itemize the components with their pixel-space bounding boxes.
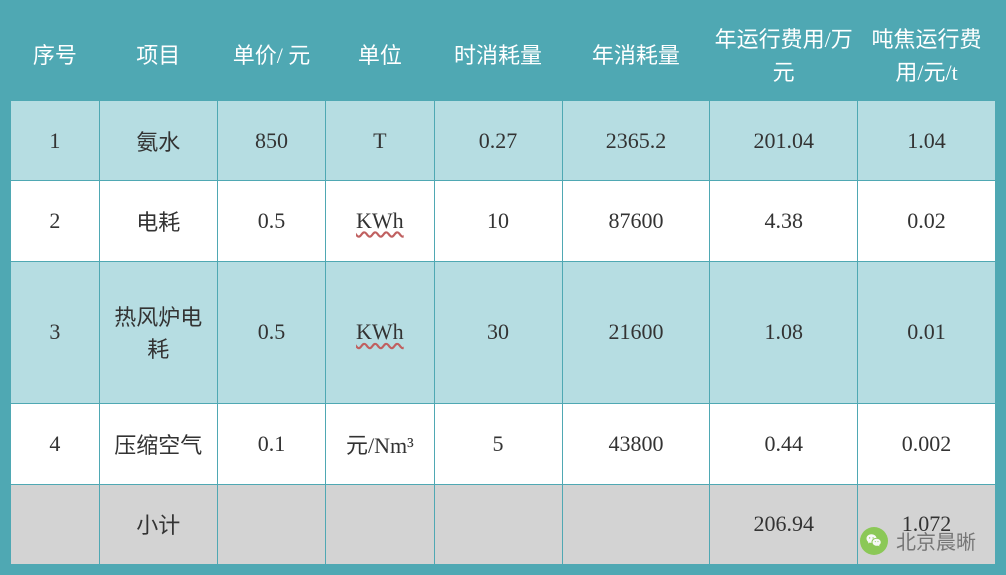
col-header-6: 年运行费用/万元 [710, 11, 858, 101]
table-cell: 3 [11, 261, 100, 404]
table-cell: 4 [11, 404, 100, 484]
subtotal-row: 小计206.941.072 [11, 484, 996, 564]
table-cell: 电耗 [99, 181, 217, 261]
table-cell: 850 [217, 101, 325, 181]
table-cell: 2365.2 [562, 101, 710, 181]
table-cell: 87600 [562, 181, 710, 261]
col-header-4: 时消耗量 [434, 11, 562, 101]
table-cell: 21600 [562, 261, 710, 404]
table-cell: T [326, 101, 434, 181]
table-row: 2电耗0.5KWh10876004.380.02 [11, 181, 996, 261]
table-cell [217, 484, 325, 564]
table-header-row: 序号项目单价/ 元单位时消耗量年消耗量年运行费用/万元吨焦运行费用/元/t [11, 11, 996, 101]
table-cell: 1.04 [858, 101, 996, 181]
table-cell: 压缩空气 [99, 404, 217, 484]
cost-table: 序号项目单价/ 元单位时消耗量年消耗量年运行费用/万元吨焦运行费用/元/t 1氨… [10, 10, 996, 565]
col-header-1: 项目 [99, 11, 217, 101]
table-cell: 30 [434, 261, 562, 404]
table-cell: 0.01 [858, 261, 996, 404]
table-cell: 2 [11, 181, 100, 261]
table-cell: 氨水 [99, 101, 217, 181]
col-header-2: 单价/ 元 [217, 11, 325, 101]
table-cell: 43800 [562, 404, 710, 484]
table-row: 1氨水850T0.272365.2201.041.04 [11, 101, 996, 181]
table-cell [326, 484, 434, 564]
table-cell: 小计 [99, 484, 217, 564]
table-cell: 0.02 [858, 181, 996, 261]
wechat-icon [860, 527, 888, 555]
table-cell: 0.27 [434, 101, 562, 181]
table-cell: 1.08 [710, 261, 858, 404]
table-cell: 1 [11, 101, 100, 181]
table-cell: 0.5 [217, 181, 325, 261]
col-header-3: 单位 [326, 11, 434, 101]
table-cell: 10 [434, 181, 562, 261]
table-cell: 206.94 [710, 484, 858, 564]
table-cell: 0.1 [217, 404, 325, 484]
table-cell: 201.04 [710, 101, 858, 181]
table-row: 3热风炉电耗0.5KWh30216001.080.01 [11, 261, 996, 404]
table-cell: KWh [326, 261, 434, 404]
table-cell: 4.38 [710, 181, 858, 261]
table-cell: 5 [434, 404, 562, 484]
watermark-text: 北京晨晰 [896, 526, 976, 555]
table-cell: 0.5 [217, 261, 325, 404]
watermark: 北京晨晰 [860, 526, 976, 555]
table-cell: 热风炉电耗 [99, 261, 217, 404]
table-cell: 0.44 [710, 404, 858, 484]
table-cell [11, 484, 100, 564]
table-cell [434, 484, 562, 564]
col-header-0: 序号 [11, 11, 100, 101]
table-cell: 元/Nm³ [326, 404, 434, 484]
col-header-7: 吨焦运行费用/元/t [858, 11, 996, 101]
table-cell: 0.002 [858, 404, 996, 484]
table-cell [562, 484, 710, 564]
col-header-5: 年消耗量 [562, 11, 710, 101]
table-cell: KWh [326, 181, 434, 261]
table-row: 4压缩空气0.1元/Nm³5438000.440.002 [11, 404, 996, 484]
